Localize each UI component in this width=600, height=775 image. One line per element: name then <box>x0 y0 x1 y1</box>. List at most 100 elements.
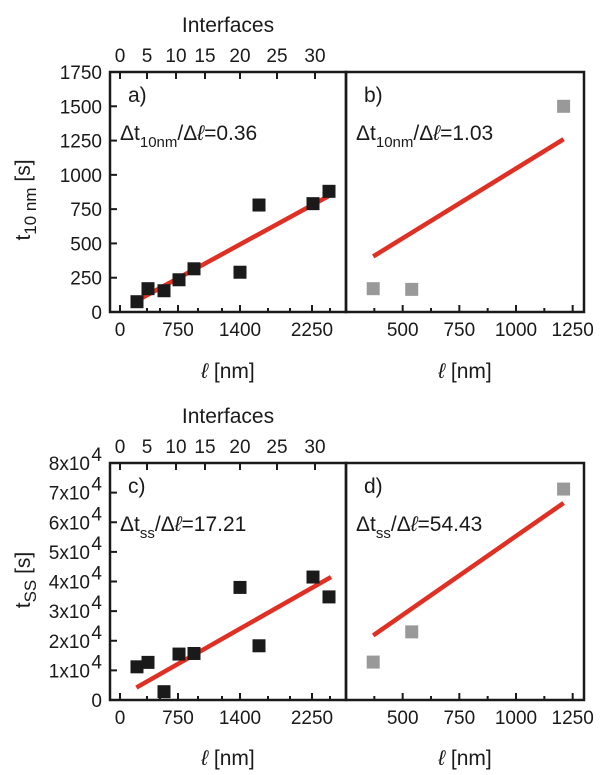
top-tick-label: 20 <box>229 437 250 458</box>
y-tick-exponent: 4 <box>91 504 102 525</box>
top-tick-label: 0 <box>115 46 126 67</box>
y-tick-exponent: 4 <box>91 475 102 496</box>
data-point <box>306 570 320 584</box>
x-axis-title: ℓ [nm] <box>200 360 254 383</box>
x-tick-label: 1400 <box>219 708 261 729</box>
data-point <box>187 262 201 276</box>
top-tick-label: 10 <box>165 437 186 458</box>
top-tick-label: 5 <box>142 46 153 67</box>
plot-frame-4 <box>344 461 586 702</box>
fit-line <box>135 575 333 690</box>
panel-label: c) <box>128 475 146 498</box>
data-point <box>130 660 144 674</box>
top-tick-label: 30 <box>304 46 325 67</box>
y-tick-label: 1x10 <box>49 661 90 682</box>
slope-annotation: Δtss/Δℓ=17.21 <box>120 513 246 542</box>
y-tick-label: 8x10 <box>49 454 90 475</box>
x-tick-label: 750 <box>443 708 475 729</box>
data-point <box>252 639 266 653</box>
top-tick-label: 20 <box>229 46 250 67</box>
data-point <box>141 282 155 296</box>
y-tick-label: 0 <box>91 303 102 324</box>
y-tick-label: 500 <box>70 234 102 255</box>
data-point <box>141 655 155 669</box>
plot-frame-1 <box>108 70 348 314</box>
panel-label: a) <box>128 84 147 107</box>
y-tick-label: 6x10 <box>49 513 90 534</box>
x-tick-label: 750 <box>162 320 194 341</box>
data-point <box>557 482 571 496</box>
y-tick-label: 750 <box>70 200 102 221</box>
data-point <box>233 265 247 279</box>
y-tick-exponent: 4 <box>91 623 102 644</box>
x-tick-label: 1250 <box>552 708 594 729</box>
slope-annotation: Δt10nm/Δℓ=0.36 <box>120 122 257 151</box>
data-point <box>366 655 380 669</box>
y-tick-label: 5x10 <box>49 543 90 564</box>
slope-annotation: Δt10nm/Δℓ=1.03 <box>356 122 493 151</box>
data-point <box>233 580 247 594</box>
data-point <box>405 625 419 639</box>
x-tick-label: 1400 <box>219 320 261 341</box>
y-axis-title: t10 nm [s] <box>12 159 40 240</box>
x-tick-label: 750 <box>162 708 194 729</box>
data-point <box>157 284 171 298</box>
data-point <box>172 647 186 661</box>
x-tick-label: 500 <box>387 320 419 341</box>
data-point <box>252 198 266 212</box>
x-tick-label: 1250 <box>552 320 594 341</box>
y-tick-label: 1000 <box>60 166 102 187</box>
y-tick-label: 4x10 <box>49 573 90 594</box>
fit-line <box>135 192 333 304</box>
data-point <box>157 685 171 699</box>
y-tick-label: 3x10 <box>49 602 90 623</box>
y-tick-exponent: 4 <box>91 564 102 585</box>
data-point <box>306 197 320 211</box>
y-tick-label: 0 <box>91 691 102 712</box>
data-point <box>322 590 336 604</box>
x-axis-title: ℓ [nm] <box>437 360 491 383</box>
y-tick-label: 2x10 <box>49 632 90 653</box>
y-tick-exponent: 4 <box>91 652 102 673</box>
top-tick-label: 25 <box>266 46 287 67</box>
x-tick-label: 0 <box>115 320 126 341</box>
x-tick-label: 750 <box>443 320 475 341</box>
panel-label: d) <box>364 475 383 498</box>
y-tick-label: 1250 <box>60 132 102 153</box>
panel-label: b) <box>364 84 383 107</box>
top-tick-label: 25 <box>266 437 287 458</box>
data-point <box>172 273 186 287</box>
top-tick-label: 5 <box>142 437 153 458</box>
top-tick-label: 10 <box>165 46 186 67</box>
top-tick-label: 15 <box>194 46 215 67</box>
slope-annotation: Δtss/Δℓ=54.43 <box>356 513 482 542</box>
x-tick-label: 2250 <box>291 320 333 341</box>
y-tick-label: 1750 <box>60 63 102 84</box>
y-tick-label: 7x10 <box>49 484 90 505</box>
y-tick-label: 1500 <box>60 97 102 118</box>
plot-frame-2 <box>344 70 586 314</box>
top-axis-title: Interfaces <box>182 14 274 37</box>
x-axis-title: ℓ [nm] <box>200 747 254 770</box>
y-tick-exponent: 4 <box>91 534 102 555</box>
x-tick-label: 1000 <box>495 320 537 341</box>
data-point <box>557 99 571 113</box>
y-axis-title: tSS [s] <box>12 552 40 609</box>
top-axis-title: Interfaces <box>182 405 274 428</box>
x-tick-label: 1000 <box>495 708 537 729</box>
fit-line <box>371 501 565 638</box>
top-tick-label: 30 <box>304 437 325 458</box>
top-tick-label: 15 <box>194 437 215 458</box>
x-tick-label: 0 <box>115 708 126 729</box>
data-point <box>366 282 380 296</box>
top-tick-label: 0 <box>115 437 126 458</box>
x-tick-label: 2250 <box>291 708 333 729</box>
data-point <box>187 646 201 660</box>
fit-line <box>372 137 565 259</box>
y-tick-label: 250 <box>70 269 102 290</box>
data-point <box>405 282 419 296</box>
y-tick-exponent: 4 <box>91 593 102 614</box>
data-point <box>322 184 336 198</box>
y-tick-exponent: 4 <box>91 445 102 466</box>
